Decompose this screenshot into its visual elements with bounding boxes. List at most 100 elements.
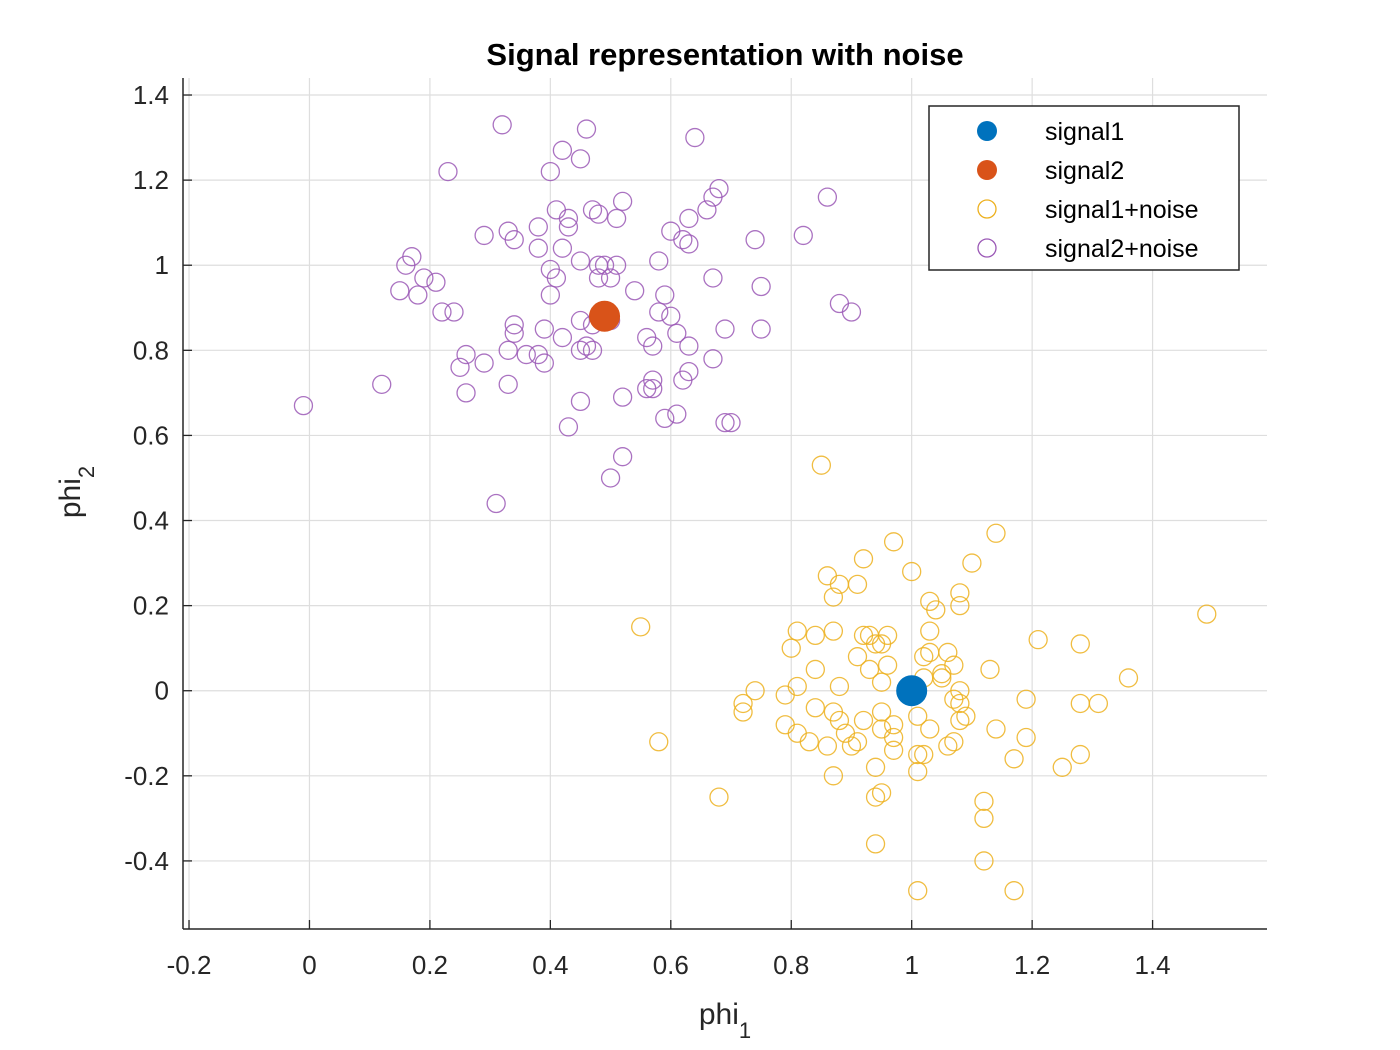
data-point-signal1-noise — [908, 706, 928, 726]
x-tick-label: 1.2 — [1014, 950, 1050, 980]
data-point-signal2-noise — [372, 374, 392, 395]
data-point-signal1-noise — [908, 761, 928, 782]
x-tick-label: 0 — [302, 950, 316, 980]
data-point-signal1-noise — [1118, 668, 1139, 688]
data-point-signal2-noise — [661, 306, 681, 326]
data-point-signal2-noise — [570, 310, 591, 331]
data-point-signal2-noise — [570, 251, 591, 271]
data-point-signal1-noise — [859, 659, 880, 680]
data-point-signal1-noise — [799, 732, 819, 752]
data-point-signal1-noise — [823, 621, 844, 641]
axes — [182, 78, 1267, 930]
data-point-signal2-noise — [558, 417, 579, 437]
y-tick-label: 1 — [155, 250, 169, 280]
data-point-signal2-noise — [293, 395, 314, 416]
data-point-signal1-noise — [944, 732, 964, 752]
data-point-signal2-noise — [588, 268, 609, 288]
data-point-signal1-noise — [908, 881, 928, 901]
data-point-signal1-noise — [883, 727, 904, 748]
data-point-signal2-noise — [679, 234, 699, 254]
data-point-signal2-noise — [546, 268, 567, 288]
data-point-signal1-noise — [823, 587, 844, 607]
data-point-signal2-noise — [552, 327, 573, 348]
data-point-signal1-noise — [871, 702, 892, 722]
data-point-signal2-noise — [552, 140, 573, 160]
data-point-signal1-noise — [787, 621, 807, 641]
data-point-signal2-noise — [649, 251, 669, 271]
data-point-signal2-noise — [655, 285, 675, 305]
data-point-signal2-noise — [715, 319, 735, 339]
data-point-signal2-noise — [516, 344, 536, 365]
data-points — [293, 115, 1217, 901]
y-tick-label: -0.2 — [124, 761, 169, 791]
data-point-signal2-noise — [498, 374, 518, 395]
data-point-signal1-noise — [944, 689, 964, 709]
x-tick-label: 1 — [904, 950, 918, 980]
data-point-signal1-noise — [1052, 757, 1072, 777]
data-point-signal1-noise — [944, 655, 964, 675]
data-point-signal2-noise — [390, 281, 410, 301]
data-point-signal1-noise — [823, 766, 844, 786]
data-point-signal2-noise — [612, 191, 633, 212]
data-point-signal1-noise — [1004, 749, 1024, 769]
data-point-signal2-noise — [606, 255, 627, 275]
data-point-signal2-noise — [444, 302, 464, 322]
legend-label-signal1-noise: signal1+noise — [1045, 196, 1199, 224]
data-point-signal1-noise — [871, 783, 892, 803]
data-point-signal2-noise — [606, 208, 627, 229]
x-tick-label: 1.4 — [1134, 950, 1170, 980]
data-point-signal1-noise — [1070, 744, 1090, 765]
y-axis-title-base: phi — [54, 478, 87, 518]
data-point-signal2-noise — [534, 353, 554, 373]
x-tick-label: 0.6 — [653, 950, 689, 980]
data-point-signal2-noise — [751, 276, 771, 297]
data-point-signal1-noise — [829, 710, 850, 731]
data-point-signal2-noise — [612, 387, 633, 407]
legend-marker-signal2 — [977, 160, 997, 180]
data-point-signal1-noise — [920, 719, 940, 739]
data-point-signal1-noise — [974, 851, 994, 871]
legend-marker-signal1-noise — [977, 199, 997, 219]
x-tick-label: 0.2 — [412, 950, 448, 980]
y-tick-label: 1.2 — [133, 165, 169, 195]
data-point-signal1-noise — [847, 732, 868, 752]
data-point-signal1-noise — [631, 617, 651, 637]
x-tick-label: -0.2 — [167, 950, 212, 980]
data-point-signal1-noise — [1016, 727, 1036, 748]
data-point-signal2-noise — [703, 349, 723, 369]
data-point-signal1-noise — [805, 625, 825, 646]
data-point-signal2-noise — [703, 268, 723, 288]
legend: signal1 signal2 signal1+noise signal2+noise — [928, 105, 1240, 271]
y-tick-label: 0.8 — [133, 335, 169, 365]
data-point-signal2-noise — [649, 302, 669, 322]
data-point-signal2-noise — [655, 408, 675, 429]
data-point-signal2-noise — [697, 200, 717, 220]
data-point-signal2-noise — [643, 336, 663, 356]
tick-labels: -0.2 0 0.2 0.4 0.6 0.8 1 1.2 1.4 -0.4 -0.2 0 0.2 0.4 0… — [124, 80, 1170, 980]
data-point-signal1-noise — [938, 642, 958, 663]
data-point-signal2-noise — [528, 238, 548, 258]
data-point-signal1-noise — [1028, 630, 1048, 650]
data-point-signal2-noise — [396, 255, 416, 275]
data-point-signal2-noise — [456, 344, 476, 365]
data-point-signal2-noise — [456, 383, 476, 403]
data-point-signal1-noise — [938, 736, 958, 756]
data-point-signal2-noise — [667, 404, 687, 424]
x-tick-label: 0.8 — [773, 950, 809, 980]
data-point-signal1-noise — [902, 561, 922, 582]
data-point-signal2-noise — [438, 161, 458, 182]
data-point-signal1-noise — [980, 659, 1000, 680]
data-point-signal1-noise — [986, 719, 1006, 739]
legend-label-signal2: signal2 — [1045, 157, 1124, 185]
data-point-signal2-noise — [576, 336, 597, 356]
data-point-signal2-noise — [504, 315, 524, 335]
data-point-signal2-noise — [751, 319, 771, 339]
data-point-signal2-noise — [450, 357, 470, 377]
data-point-signal2-noise — [793, 225, 813, 246]
data-point-signal2-noise — [432, 302, 452, 322]
data-point-signal2-noise — [673, 230, 693, 250]
y-tick-label: 1.4 — [133, 80, 169, 110]
data-point-signal2-noise — [552, 238, 573, 258]
data-point-signal2-noise — [540, 285, 561, 305]
legend-label-signal2-noise: signal2+noise — [1045, 235, 1199, 263]
